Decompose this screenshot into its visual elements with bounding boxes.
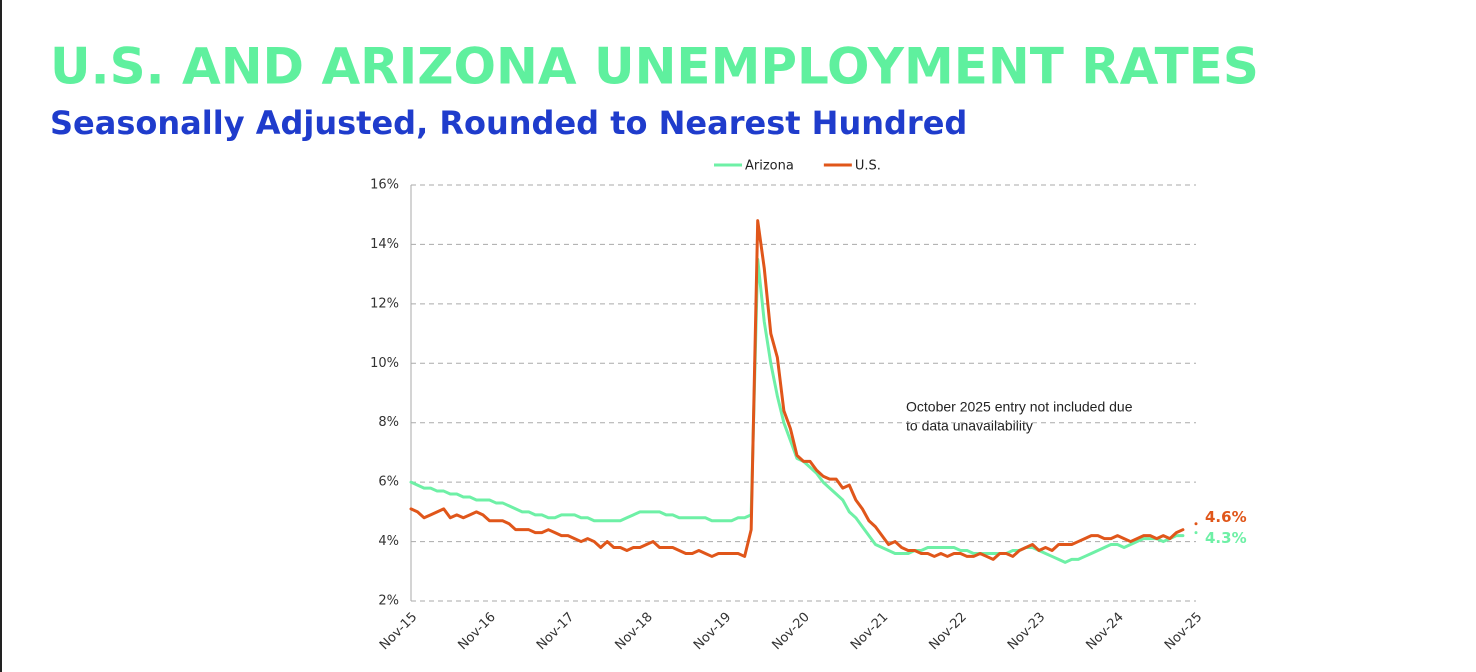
legend-label: U.S. bbox=[855, 159, 881, 174]
series-line bbox=[409, 219, 1185, 561]
value-label: 4.3% bbox=[1205, 529, 1247, 547]
x-tick-label: Nov-18 bbox=[612, 610, 655, 653]
x-tick-label: Nov-16 bbox=[455, 610, 498, 653]
x-tick-label: Nov-15 bbox=[377, 610, 420, 653]
legend-label: Arizona bbox=[745, 159, 794, 174]
value-label: 4.6% bbox=[1205, 508, 1247, 526]
x-tick-label: Nov-25 bbox=[1162, 610, 1205, 653]
x-tick-label: Nov-20 bbox=[769, 610, 812, 653]
series-line bbox=[409, 257, 1185, 564]
annotation: to data unavailability bbox=[906, 418, 1033, 434]
x-tick-label: Nov-19 bbox=[691, 610, 734, 653]
y-tick-label: 2% bbox=[378, 594, 399, 609]
y-tick-label: 16% bbox=[370, 178, 399, 193]
x-tick-label: Nov-23 bbox=[1005, 610, 1048, 653]
x-tick-label: Nov-17 bbox=[534, 610, 577, 653]
chart-title: U.S. AND ARIZONA UNEMPLOYMENT RATES bbox=[50, 38, 1259, 96]
y-tick-label: 6% bbox=[378, 475, 399, 490]
y-tick-label: 12% bbox=[370, 296, 399, 311]
x-tick-label: Nov-24 bbox=[1083, 610, 1126, 653]
x-tick-label: Nov-21 bbox=[848, 610, 891, 653]
chart-subtitle: Seasonally Adjusted, Rounded to Nearest … bbox=[50, 104, 967, 142]
y-tick-label: 10% bbox=[370, 356, 399, 371]
y-tick-label: 4% bbox=[378, 534, 399, 549]
annotation: October 2025 entry not included due bbox=[906, 399, 1133, 415]
y-tick-label: 8% bbox=[378, 415, 399, 430]
x-tick-label: Nov-22 bbox=[926, 610, 969, 653]
y-tick-label: 14% bbox=[370, 237, 399, 252]
